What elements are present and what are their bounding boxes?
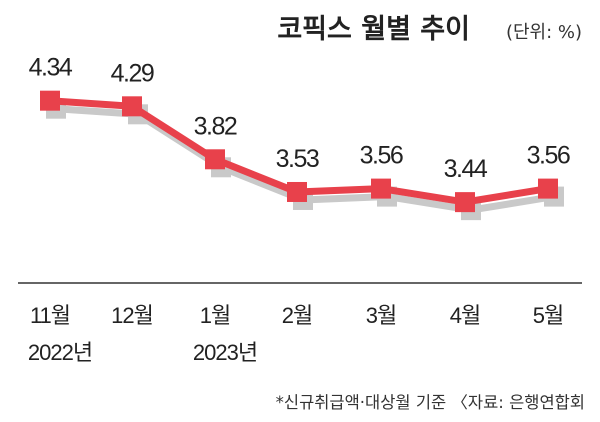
data-point [287,181,307,202]
x-tick-label: 4월 [450,303,480,328]
chart-unit: (단위: %) [506,22,582,43]
x-tick-label: 3월 [366,303,396,328]
data-label: 3.82 [194,112,237,140]
data-label: 3.44 [444,155,488,183]
data-label: 3.56 [527,142,570,170]
chart-title: 코픽스 월별 추이 [277,14,470,45]
source-note: *신규취급액·대상월 기준 〈자료: 은행연합회 [276,393,585,412]
x-year-label: 2022년 [28,340,92,365]
tick-layer: 11월 2022년 12월 1월 2023년 2월 3월 4월 5월 [28,303,564,365]
label-layer: 4.34 4.29 3.82 3.53 3.56 3.44 3.56 [29,54,572,183]
marker-layer [40,90,558,213]
data-point [371,178,391,199]
data-point [538,178,558,199]
data-label: 3.56 [360,142,403,170]
x-tick-label: 2월 [282,303,312,328]
x-tick-label: 1월 [200,303,230,328]
x-year-label: 2023년 [193,340,257,365]
x-tick-label: 5월 [533,303,563,328]
x-tick-label: 12월 [111,303,153,328]
data-label: 4.29 [111,59,154,87]
data-label: 4.34 [29,54,73,82]
data-point [455,192,475,213]
data-point [205,149,225,170]
x-tick-label: 11월 [30,303,70,328]
data-point [122,96,142,117]
data-label: 3.53 [276,145,319,173]
data-point [40,90,60,111]
